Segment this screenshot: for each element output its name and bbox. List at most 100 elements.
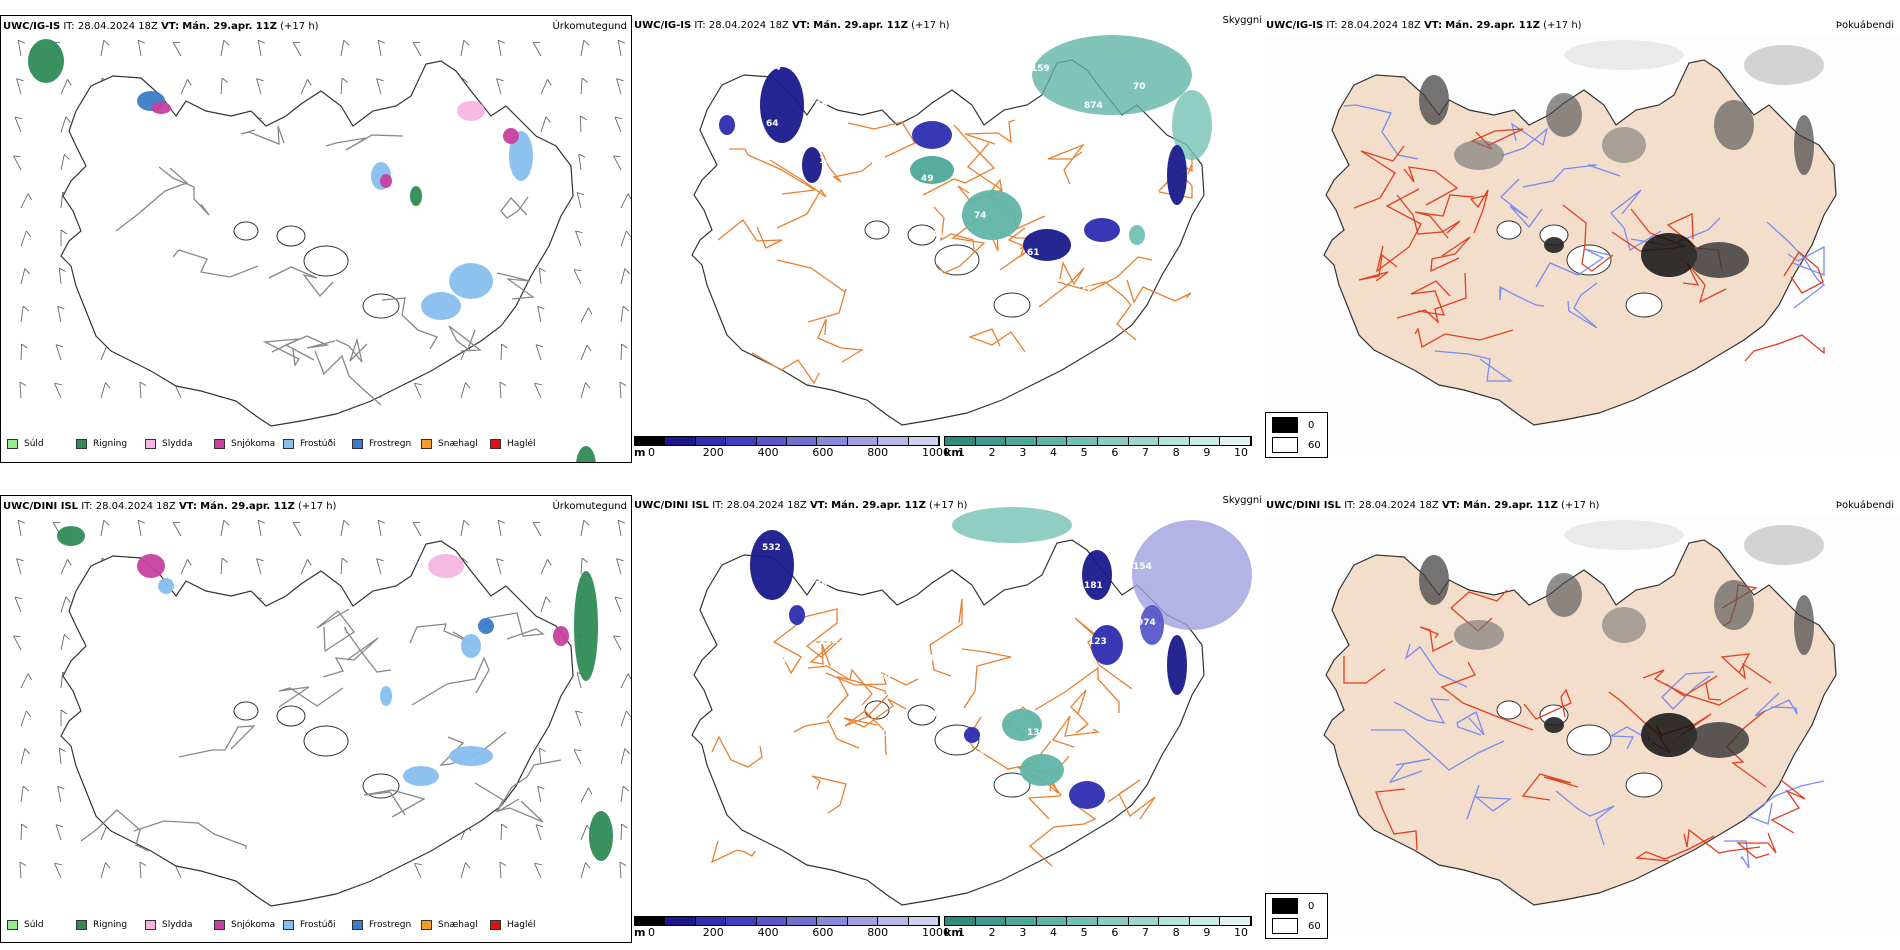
wind-barb (19, 861, 27, 879)
wind-barb (60, 79, 72, 95)
visibility-value-label: 124 (762, 63, 781, 73)
wind-barb (620, 673, 631, 689)
visibility-value-label: 156 (1035, 600, 1054, 610)
legend-label: Snæhagl (438, 439, 478, 449)
road-line (448, 325, 482, 352)
road-line (1682, 262, 1727, 304)
legend-item: Rigning (76, 920, 145, 930)
glacier-outline (993, 292, 1031, 318)
wind-barb (575, 710, 583, 727)
visibility-value-label: 181 (1084, 581, 1103, 591)
road-line (1410, 280, 1451, 316)
road-line (1466, 784, 1512, 820)
road-line (1434, 350, 1514, 382)
road-line (325, 134, 404, 151)
road-line (1500, 122, 1549, 157)
road-line (803, 608, 843, 658)
wind-barb (60, 229, 68, 246)
field-area (1129, 225, 1145, 245)
visibility-value-label: 67 (974, 691, 987, 701)
wind-barb (620, 305, 629, 323)
wind-barb (20, 823, 28, 841)
road-line (821, 151, 873, 183)
legend-swatch (421, 439, 432, 449)
field-area (719, 115, 735, 135)
visibility-value-label: 68 (921, 654, 934, 664)
fog-legend-item: 0 (1272, 898, 1321, 914)
visibility-value-label: 180 (876, 249, 895, 259)
visibility-value-label: 154 (1133, 562, 1152, 572)
colorbar-tick: 6 (1111, 446, 1119, 459)
road-line (1770, 779, 1806, 834)
colorbar-tick: 9 (1203, 446, 1211, 459)
wind-barb (376, 558, 384, 575)
field-area (449, 263, 493, 299)
visibility-value-label: 74 (974, 211, 987, 221)
wind-barb (60, 559, 72, 575)
visibility-value-label: 120 (1141, 674, 1160, 684)
wind-barb (412, 41, 422, 57)
road-line (316, 608, 355, 653)
wind-barb (100, 862, 111, 879)
visibility-value-label: 100 (872, 193, 891, 203)
road-line (809, 641, 836, 667)
legend-swatch (352, 920, 363, 930)
road-line (1034, 666, 1120, 713)
glacier-outline (233, 701, 259, 721)
field-area (1167, 145, 1187, 205)
road-line (1523, 688, 1572, 720)
field-area (1132, 520, 1252, 630)
wind-barb (340, 557, 349, 575)
wind-barb (340, 77, 349, 95)
legend-item: Súld (7, 920, 76, 930)
wind-barb (100, 382, 111, 399)
colorbar-tick: 400 (757, 446, 779, 459)
field-area (137, 554, 165, 578)
visibility-value-label: 283 (1080, 765, 1099, 775)
field-area (802, 147, 822, 183)
colorbar-tick: 1000 (922, 446, 950, 459)
visibility-scale-bottom: m 0 200 400 600 800 1000 km 1 2 3 4 5 6 7 8 9 10 (632, 916, 1264, 942)
wind-barb (540, 79, 552, 95)
visibility-value-label: 121 (823, 692, 842, 702)
road-line (1353, 145, 1405, 209)
wind-barb (58, 747, 66, 765)
wind-barb (137, 519, 145, 537)
road-line (268, 266, 334, 298)
visibility-value-label: 346 (770, 175, 789, 185)
visibility-value-label: 40 (1088, 157, 1101, 167)
road-line (711, 735, 763, 768)
wind-barb (414, 862, 422, 879)
visibility-value-label: 874 (1084, 101, 1103, 111)
wind-barb (532, 41, 542, 57)
legend-item: Slydda (145, 920, 214, 930)
colorbar-km (944, 916, 1252, 926)
wind-barb (172, 41, 182, 57)
wind-barb (137, 39, 145, 57)
road-line (486, 612, 545, 640)
wind-barb (534, 862, 542, 879)
field-area (1544, 717, 1564, 733)
road-line (411, 656, 490, 706)
road-line (500, 196, 529, 219)
colorbar-m (634, 916, 940, 926)
road-line (1371, 729, 1505, 771)
field-area (1546, 573, 1582, 617)
legend-swatch (352, 439, 363, 449)
visibility-value-label: 696 (1137, 138, 1156, 148)
glacier-outline (1496, 700, 1522, 720)
road-line (133, 820, 247, 849)
road-line (1404, 643, 1468, 688)
wind-barb (20, 673, 32, 689)
wind-barb (460, 862, 471, 879)
wind-barb (180, 79, 192, 95)
wind-barb (616, 558, 624, 575)
colorbar-tick: 1 (958, 446, 965, 459)
field-area (1544, 237, 1564, 253)
colorbar-unit: m (634, 446, 646, 459)
precip-type-legend: Súld Rigning Slydda Snjókoma Frostúði Frostre… (7, 439, 559, 449)
field-area (403, 766, 439, 786)
road-line (843, 698, 907, 728)
visibility-value-label: 200 (978, 267, 997, 277)
road-line (178, 725, 256, 758)
